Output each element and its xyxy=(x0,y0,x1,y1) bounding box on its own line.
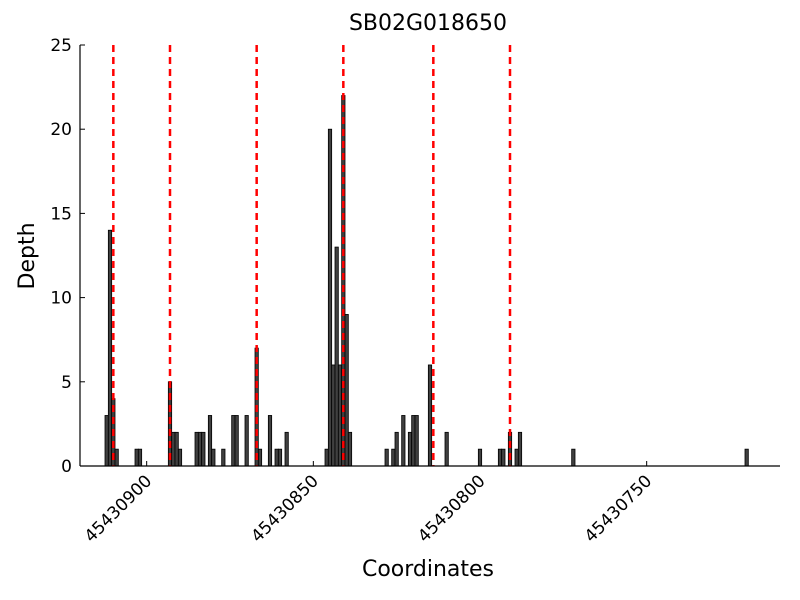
x-axis-label: Coordinates xyxy=(362,557,494,582)
bar xyxy=(207,415,213,467)
bar xyxy=(331,364,336,467)
bar xyxy=(391,448,396,467)
y-tick-label: 10 xyxy=(50,289,72,309)
bar xyxy=(444,431,449,467)
bar xyxy=(414,415,419,467)
bar xyxy=(274,448,279,467)
bar xyxy=(347,431,353,467)
bar xyxy=(501,448,506,467)
bar xyxy=(507,431,513,467)
bar xyxy=(107,229,113,467)
x-tick-label: 45430750 xyxy=(581,471,656,546)
y-tick-label: 15 xyxy=(50,204,72,224)
x-tick-label: 45430900 xyxy=(81,471,156,546)
bar xyxy=(194,431,199,467)
bar xyxy=(517,431,523,467)
bar xyxy=(427,364,433,467)
y-tick-label: 0 xyxy=(61,457,72,477)
bar xyxy=(324,448,329,467)
chart-title: SB02G018650 xyxy=(349,11,507,36)
bar xyxy=(211,448,216,467)
bar xyxy=(344,314,349,467)
bar xyxy=(394,431,399,467)
y-tick-label: 5 xyxy=(61,373,72,393)
bar xyxy=(334,246,339,467)
bar xyxy=(277,448,283,467)
bar xyxy=(137,448,143,467)
bar xyxy=(114,448,119,467)
bar xyxy=(104,415,109,467)
y-tick-label: 20 xyxy=(50,120,72,140)
bar xyxy=(514,448,519,467)
bar xyxy=(257,448,263,467)
bar xyxy=(477,448,483,467)
bar xyxy=(201,431,206,467)
bar xyxy=(744,448,749,467)
bar xyxy=(221,448,226,467)
bar xyxy=(234,415,239,467)
bar xyxy=(411,415,416,467)
bar xyxy=(327,128,333,467)
y-tick-label: 25 xyxy=(50,36,72,56)
bar xyxy=(197,431,203,467)
x-tick-label: 45430800 xyxy=(414,471,489,546)
bar xyxy=(231,415,236,467)
bar xyxy=(384,448,389,467)
bar xyxy=(571,448,576,467)
bar xyxy=(284,431,289,467)
bar xyxy=(171,431,176,467)
bar xyxy=(337,364,343,467)
bar xyxy=(267,415,273,467)
bar xyxy=(177,448,183,467)
bar xyxy=(407,431,413,467)
bar xyxy=(244,415,249,467)
bar xyxy=(174,431,179,467)
bar xyxy=(497,448,503,467)
bar xyxy=(401,415,406,467)
x-tick-label: 45430850 xyxy=(248,471,323,546)
y-axis-label: Depth xyxy=(15,222,40,289)
bar xyxy=(134,448,139,467)
